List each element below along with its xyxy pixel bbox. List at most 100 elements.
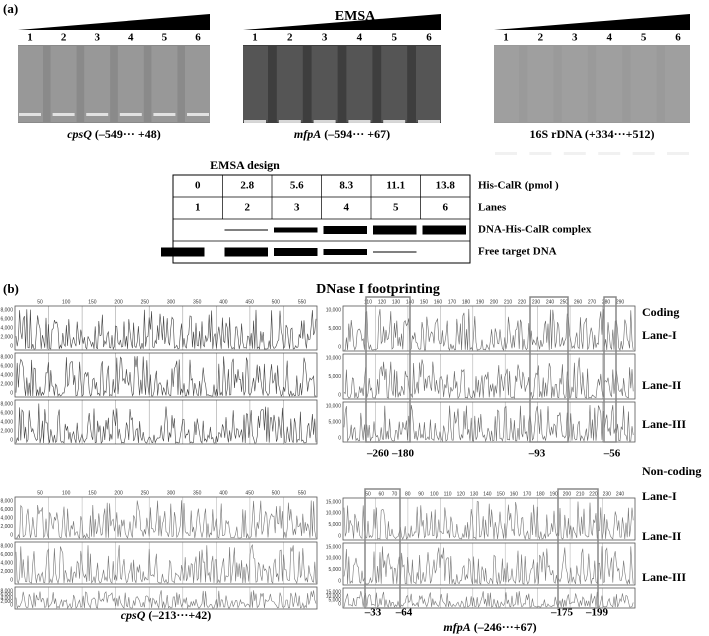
x-tick-label: 200 bbox=[490, 299, 499, 305]
chromatogram-trace bbox=[15, 590, 317, 610]
complex-bar bbox=[323, 226, 367, 234]
position-label: –64 bbox=[395, 607, 413, 619]
x-tick-label: 110 bbox=[444, 491, 452, 497]
y-tick-label: 15,000 bbox=[326, 544, 342, 550]
y-tick-label: 5,000 bbox=[328, 597, 341, 603]
x-tick-label: 550 bbox=[298, 299, 307, 305]
gel-band bbox=[119, 113, 142, 116]
y-tick-label: 0 bbox=[10, 577, 13, 583]
x-tick-label: 130 bbox=[392, 299, 401, 305]
x-tick-label: 150 bbox=[88, 490, 97, 496]
position-label: –260 bbox=[366, 448, 390, 460]
y-tick-label: 0 bbox=[338, 344, 341, 350]
lane-number: 2 bbox=[538, 32, 544, 44]
gel-lane bbox=[242, 46, 268, 122]
gel-lane bbox=[84, 46, 111, 122]
row-label: Lanes bbox=[478, 202, 507, 214]
gel-band bbox=[313, 120, 336, 123]
y-tick-label: 2,000 bbox=[0, 524, 13, 530]
row-label: Free target DNA bbox=[478, 246, 557, 258]
position-label: –180 bbox=[391, 448, 415, 460]
y-tick-label: 10,000 bbox=[326, 403, 342, 409]
table-cell: 1 bbox=[195, 202, 201, 214]
x-tick-label: 120 bbox=[457, 491, 466, 497]
x-tick-label: 450 bbox=[245, 299, 254, 305]
gel-lane bbox=[151, 46, 178, 122]
caption-range: (–594··· +67) bbox=[321, 127, 390, 141]
caption-gene: 16S rDNA bbox=[529, 127, 582, 141]
lane-number: 3 bbox=[572, 32, 578, 44]
gel-band bbox=[86, 113, 109, 116]
x-tick-label: 250 bbox=[141, 299, 150, 305]
y-tick-label: 6,000 bbox=[0, 592, 13, 598]
chromatogram-trace bbox=[16, 500, 317, 539]
trace-frame bbox=[342, 353, 636, 400]
caption-range: (–213···+42) bbox=[145, 608, 211, 622]
x-tick-label: 230 bbox=[532, 299, 541, 305]
position-label: –199 bbox=[585, 607, 609, 619]
caption-gene: mfpA bbox=[443, 620, 470, 634]
trace-frame bbox=[14, 496, 318, 540]
gel-caption: cpsQ (–549··· +48) bbox=[67, 127, 161, 141]
design-title: EMSA design bbox=[210, 158, 280, 172]
position-label: –56 bbox=[603, 448, 621, 460]
gel-lane bbox=[561, 46, 588, 122]
position-label: –33 bbox=[364, 607, 382, 619]
y-tick-label: 10,000 bbox=[326, 307, 342, 313]
chromatogram-trace bbox=[344, 308, 634, 351]
lane-label: Lane-I bbox=[642, 489, 677, 503]
y-tick-label: 10,000 bbox=[326, 593, 342, 599]
free-bar bbox=[323, 249, 367, 255]
lane-number: 6 bbox=[675, 32, 681, 44]
lane-number: 3 bbox=[322, 32, 328, 44]
x-tick-label: 250 bbox=[141, 490, 150, 496]
gel-band bbox=[563, 152, 586, 155]
chromatogram-trace bbox=[343, 357, 634, 399]
side-label: Coding bbox=[642, 305, 679, 319]
table-cell: 3 bbox=[294, 202, 300, 214]
y-tick-label: 2,000 bbox=[0, 599, 13, 605]
chromatogram-trace bbox=[15, 356, 317, 397]
x-tick-label: 190 bbox=[550, 491, 559, 497]
lane-number: 6 bbox=[426, 32, 432, 44]
gel-image bbox=[18, 45, 210, 123]
y-tick-label: 0 bbox=[338, 601, 341, 607]
y-tick-label: 8,000 bbox=[0, 354, 13, 360]
trace-frame bbox=[14, 352, 318, 398]
y-tick-label: 0 bbox=[10, 390, 13, 396]
y-tick-label: 0 bbox=[10, 602, 13, 608]
x-tick-label: 100 bbox=[62, 299, 71, 305]
panel-label: (a) bbox=[3, 1, 18, 16]
x-tick-label: 300 bbox=[167, 299, 176, 305]
x-tick-label: 120 bbox=[378, 299, 387, 305]
x-tick-label: 350 bbox=[193, 299, 202, 305]
table-cell: 4 bbox=[344, 202, 350, 214]
caption-gene: cpsQ bbox=[67, 127, 92, 141]
lane-number: 6 bbox=[195, 32, 201, 44]
footprint-caption: cpsQ (–213···+42) bbox=[121, 608, 212, 622]
x-tick-label: 500 bbox=[272, 299, 281, 305]
caption-range: (+334···+512) bbox=[582, 127, 655, 141]
y-tick-label: 4,000 bbox=[0, 560, 13, 566]
trace-frame bbox=[342, 305, 636, 352]
gel-lane bbox=[527, 46, 554, 122]
caption-gene: mfpA bbox=[294, 127, 321, 141]
row-label: His-CalR (pmol ) bbox=[478, 180, 559, 192]
panel-title: DNase I footprinting bbox=[316, 282, 440, 297]
x-tick-label: 140 bbox=[483, 491, 492, 497]
table-cell: 6 bbox=[443, 202, 449, 214]
gel-lane bbox=[346, 46, 373, 122]
x-tick-label: 220 bbox=[589, 491, 598, 497]
protected-region bbox=[557, 488, 599, 609]
x-tick-label: 90 bbox=[418, 491, 424, 497]
x-tick-label: 100 bbox=[62, 490, 71, 496]
x-tick-label: 350 bbox=[193, 490, 202, 496]
y-tick-label: 8,000 bbox=[0, 498, 13, 504]
y-tick-label: 4,000 bbox=[0, 419, 13, 425]
gel-lane bbox=[596, 46, 623, 122]
x-tick-label: 190 bbox=[476, 299, 485, 305]
y-tick-label: 8,000 bbox=[0, 543, 13, 549]
gel-image bbox=[243, 45, 441, 123]
y-tick-label: 2,000 bbox=[0, 381, 13, 387]
